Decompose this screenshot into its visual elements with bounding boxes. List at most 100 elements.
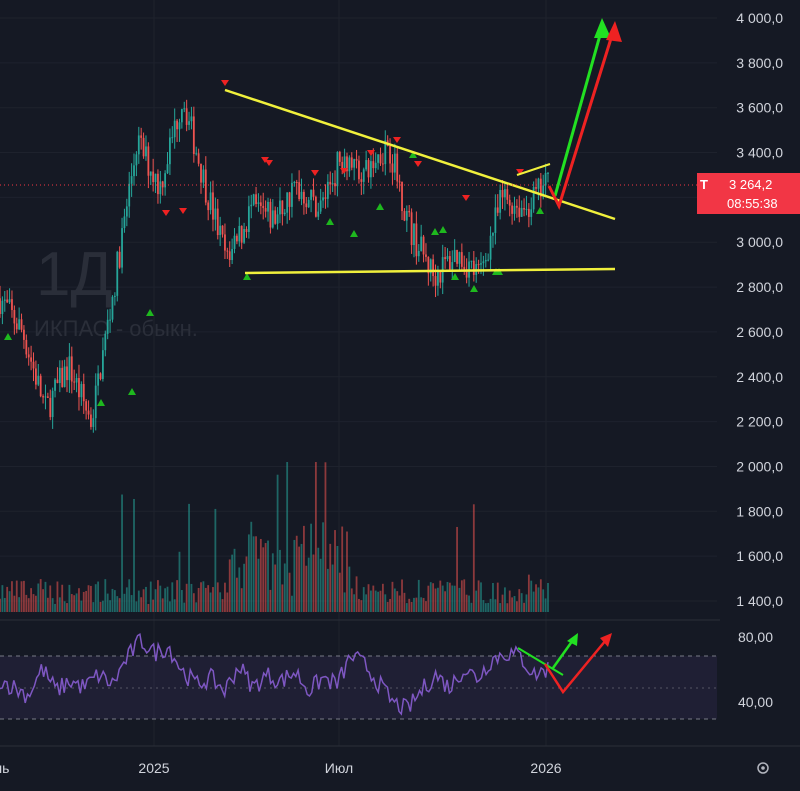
small-trendline[interactable]: [516, 163, 551, 176]
candle-body: [75, 378, 78, 383]
volume-bar: [298, 546, 301, 612]
candle-body: [207, 202, 210, 211]
resistance-trendline[interactable]: [224, 88, 616, 221]
rsi-axis[interactable]: 80,00 40,00: [738, 629, 773, 710]
buy-marker-icon: [326, 218, 334, 225]
volume-bar: [92, 602, 95, 612]
candle-body: [501, 189, 504, 198]
volume-bar: [87, 585, 90, 612]
candle-body: [200, 163, 202, 183]
settings-icon[interactable]: [757, 762, 769, 774]
price-axis-label: 2 400,0: [736, 369, 783, 385]
candle-body: [465, 269, 468, 278]
candle-body: [453, 250, 456, 263]
volume-bar: [487, 602, 490, 612]
candle-body: [456, 250, 458, 264]
volume-bar: [238, 567, 241, 612]
volume-bar: [501, 594, 504, 612]
candle-body: [58, 367, 61, 383]
candle-body: [188, 121, 190, 125]
grid-lines: [0, 0, 717, 746]
volume-bar: [123, 593, 126, 612]
volume-bars: [0, 462, 549, 612]
rsi-arrow-red-icon: [600, 633, 612, 647]
volume-bar: [39, 579, 42, 612]
volume-bar: [154, 589, 157, 612]
candle-body: [264, 208, 267, 212]
candle-body: [539, 178, 542, 197]
buy-marker-icon: [4, 333, 12, 340]
candle-body: [152, 171, 155, 183]
candle-body: [123, 216, 126, 229]
candle-body: [159, 181, 162, 195]
volume-bar: [537, 587, 540, 612]
volume-bar: [23, 580, 25, 612]
volume-bar: [15, 580, 18, 612]
watermark-interval: 1Д: [36, 240, 112, 309]
volume-bar: [255, 536, 257, 612]
candle-body: [370, 161, 372, 178]
volume-bar: [288, 572, 291, 612]
volume-bar: [267, 540, 269, 612]
volume-bar: [389, 598, 391, 612]
arrow-up-green-icon: [594, 18, 611, 38]
candle-body: [463, 266, 466, 270]
candle-body: [233, 235, 236, 249]
candle-body: [496, 207, 499, 213]
sell-marker-icon: [179, 208, 187, 214]
sell-marker-icon: [340, 168, 348, 174]
volume-bar: [147, 603, 150, 612]
candle-body: [226, 250, 229, 252]
volume-bar: [236, 577, 238, 612]
candle-body: [317, 211, 320, 217]
volume-bar: [492, 583, 494, 612]
sell-marker-icon: [516, 169, 524, 175]
candle-body: [61, 367, 64, 388]
candle-body: [544, 172, 547, 186]
candle-body: [398, 181, 401, 183]
volume-bar: [439, 580, 442, 612]
support-trendline[interactable]: [244, 267, 616, 275]
candle-body: [173, 120, 176, 138]
volume-bar: [393, 588, 396, 612]
volume-bar: [128, 579, 131, 612]
candle-body: [403, 211, 406, 221]
volume-bar: [444, 591, 447, 612]
candle-body: [350, 157, 353, 168]
volume-bar: [207, 585, 210, 612]
volume-bar: [470, 602, 473, 612]
volume-bar: [221, 599, 224, 612]
buy-marker-icon: [439, 226, 447, 233]
candle-body: [49, 397, 52, 418]
candle-body: [331, 183, 334, 185]
candle-body: [70, 356, 73, 382]
volume-bar: [527, 574, 530, 612]
candle-body: [489, 235, 492, 260]
volume-bar: [355, 576, 358, 612]
candle-body: [18, 319, 21, 330]
volume-bar: [190, 583, 193, 612]
volume-bar: [317, 547, 320, 612]
projection-retest-line: [547, 31, 615, 211]
candle-body: [80, 384, 83, 398]
price-axis[interactable]: 4 000,0 3 800,0 3 600,0 3 400,0 3 000,0 2 800…: [736, 10, 783, 609]
price-axis-label: 3 800,0: [736, 55, 783, 71]
candle-body: [396, 153, 399, 182]
volume-bar: [1, 585, 4, 612]
candle-body: [451, 262, 454, 270]
candle-body: [448, 256, 451, 270]
volume-bar: [209, 592, 212, 612]
volume-bar: [259, 538, 262, 612]
candle-body: [477, 264, 480, 266]
volume-bar: [413, 597, 415, 612]
volume-bar: [396, 591, 399, 612]
sell-marker-icon: [265, 160, 273, 166]
candle-body: [133, 165, 135, 177]
candle-body: [312, 189, 315, 197]
volume-bar: [214, 508, 217, 612]
volume-bar: [99, 601, 102, 612]
candle-body: [420, 236, 423, 251]
candle-body: [3, 299, 6, 301]
candle-body: [78, 378, 80, 398]
